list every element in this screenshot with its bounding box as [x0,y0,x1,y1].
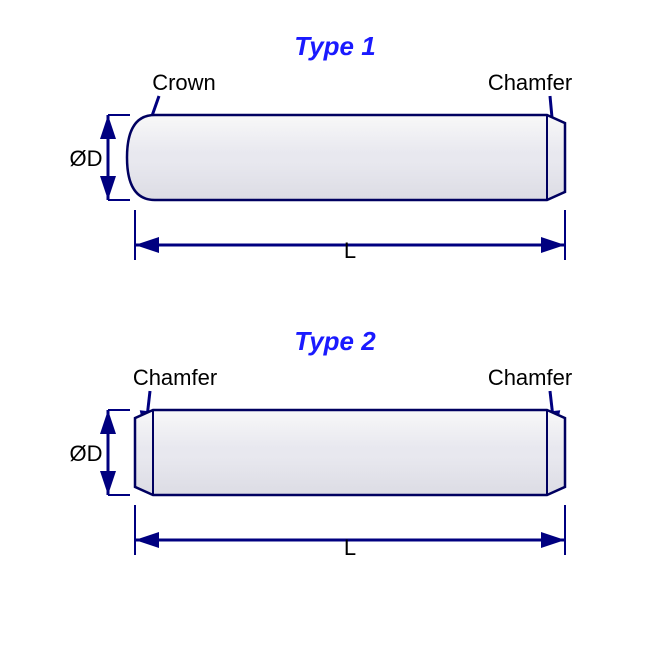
type2-title: Type 2 [294,326,376,356]
type1-diameter-dim [100,115,130,200]
type2-pin-body [135,410,565,495]
type2-diameter-dim [100,410,130,495]
type2-right-chamfer-label: Chamfer [488,365,572,390]
type1-diameter-label: ØD [70,146,103,171]
type1-crown-label: Crown [152,70,216,95]
type2-length-label: L [344,535,356,560]
type1-chamfer-label: Chamfer [488,70,572,95]
diagram-canvas: Type 1 Crown Chamfer ØD L Type 2 Chamfer… [0,0,670,670]
type1-length-label: L [344,238,356,263]
type2-diameter-label: ØD [70,441,103,466]
type2-left-chamfer-label: Chamfer [133,365,217,390]
type1-title: Type 1 [294,31,375,61]
type1-pin-body [127,115,565,200]
